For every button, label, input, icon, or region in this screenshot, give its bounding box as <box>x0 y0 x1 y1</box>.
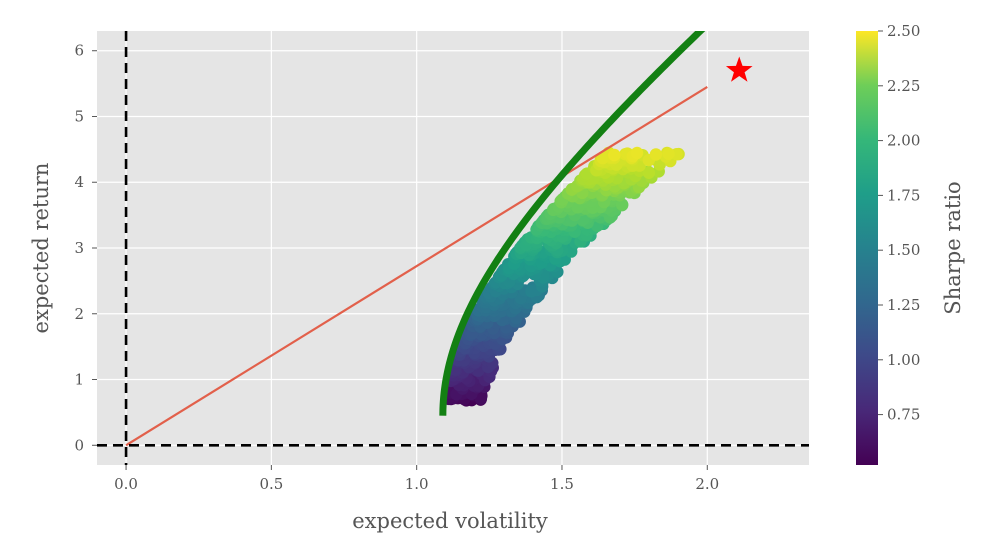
x-tick-label: 0.5 <box>259 475 283 493</box>
colorbar-tick-label: 0.75 <box>887 406 920 424</box>
max-sharpe-star-marker <box>725 56 753 82</box>
x-tick-label: 0.0 <box>114 475 138 493</box>
capital-market-line <box>125 85 708 447</box>
portfolio-point <box>474 392 488 405</box>
y-tick-label: 6 <box>74 42 84 60</box>
colorbar-label: Sharpe ratio <box>941 181 965 314</box>
colorbar-tick-label: 1.50 <box>887 241 920 259</box>
y-tick-label: 4 <box>74 173 84 191</box>
y-tick-label: 5 <box>74 107 84 125</box>
grid-lines <box>97 31 809 465</box>
y-tick-label: 0 <box>74 436 84 454</box>
colorbar-tick-label: 1.75 <box>887 186 920 204</box>
colorbar-tick-label: 2.50 <box>887 22 920 40</box>
y-tick-label: 2 <box>74 305 84 323</box>
efficient-frontier-curve <box>439 31 706 416</box>
colorbar-tick-label: 2.25 <box>887 77 920 95</box>
y-tick-label: 1 <box>74 371 84 389</box>
portfolio-point <box>630 146 644 160</box>
colorbar <box>856 31 878 465</box>
colorbar-ticks: 0.75 1.00 1.25 1.50 1.75 2.00 2.25 2.50 <box>878 22 920 424</box>
y-tick-label: 3 <box>74 239 84 257</box>
portfolio-point <box>649 148 663 161</box>
portfolio-scatter-cloud <box>442 146 685 407</box>
x-axis-ticks: 0.0 0.5 1.0 1.5 2.0 <box>114 465 719 493</box>
x-axis-label: expected volatility <box>352 509 548 533</box>
x-tick-label: 1.0 <box>405 475 429 493</box>
portfolio-point <box>642 166 656 179</box>
portfolio-point <box>608 148 621 162</box>
portfolio-point <box>596 151 609 165</box>
y-axis-label: expected return <box>29 163 53 334</box>
x-tick-label: 1.5 <box>550 475 574 493</box>
y-axis-ticks: 0 1 2 3 4 5 6 <box>74 42 97 454</box>
x-tick-label: 2.0 <box>695 475 719 493</box>
portfolio-point <box>662 147 675 160</box>
colorbar-tick-label: 2.00 <box>887 132 920 150</box>
portfolio-point <box>615 198 629 211</box>
colorbar-tick-label: 1.00 <box>887 351 920 369</box>
portfolio-point <box>525 285 538 298</box>
colorbar-tick-label: 1.25 <box>887 296 920 314</box>
